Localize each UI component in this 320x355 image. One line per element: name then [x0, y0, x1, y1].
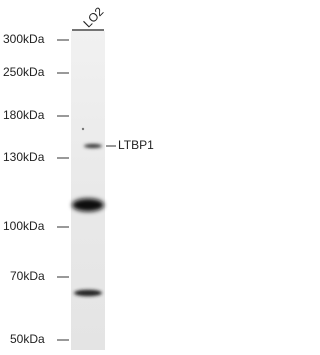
marker-label: 180kDa — [3, 108, 45, 122]
marker-label: 100kDa — [3, 219, 45, 233]
markers: 300kDa 250kDa 180kDa 130kDa 100kDa 70kDa… — [3, 32, 69, 346]
marker-label: 300kDa — [3, 32, 45, 46]
band — [84, 144, 102, 148]
band — [72, 198, 104, 212]
band-label: LTBP1 — [118, 138, 154, 152]
spot — [81, 127, 85, 131]
marker-label: 130kDa — [3, 150, 45, 164]
lane-label: LO2 — [80, 4, 106, 30]
band — [74, 289, 102, 297]
western-blot: LO2 300kDa 250kDa 180kDa 130kDa 100kDa 7… — [3, 4, 154, 350]
lane — [71, 31, 105, 350]
marker-label: 70kDa — [10, 269, 45, 283]
marker-label: 250kDa — [3, 65, 45, 79]
marker-label: 50kDa — [10, 332, 45, 346]
bands — [72, 127, 104, 297]
